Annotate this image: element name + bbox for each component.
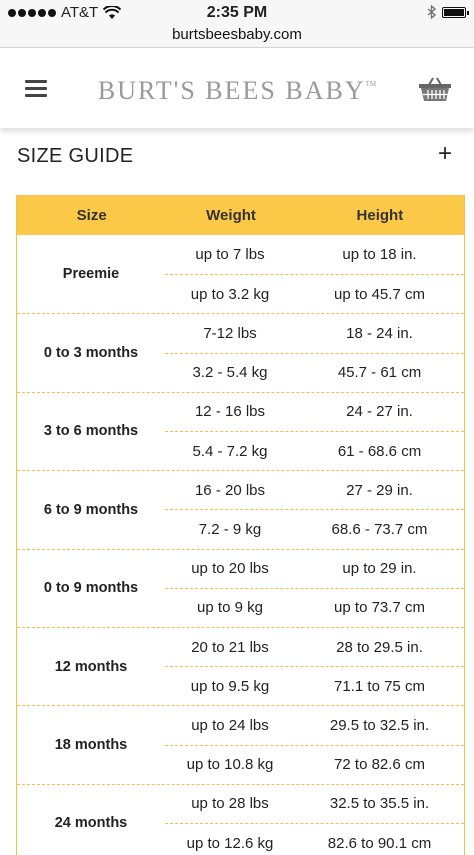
- carrier-label: AT&T: [61, 4, 99, 21]
- height-cell: 68.6 - 73.7 cm: [331, 520, 428, 538]
- table-row: 12 - 16 lbs 24 - 27 in.: [165, 393, 464, 431]
- height-cell: 61 - 68.6 cm: [337, 442, 422, 460]
- site-header: BURT'S BEES BABYTM: [0, 48, 474, 128]
- size-measurements: 7-12 lbs 18 - 24 in. 3.2 - 5.4 kg 45.7 - 61…: [165, 314, 464, 391]
- table-row: up to 28 lbs 32.5 to 35.5 in.: [165, 785, 464, 823]
- header-weight: Weight: [206, 207, 256, 224]
- weight-cell: up to 28 lbs: [191, 795, 269, 813]
- height-cell: 82.6 to 90.1 cm: [327, 834, 432, 852]
- wifi-icon: [103, 5, 122, 19]
- basket-icon[interactable]: [418, 76, 452, 102]
- table-header: Size Weight Height: [17, 196, 464, 235]
- weight-cell: 7-12 lbs: [203, 324, 257, 342]
- weight-cell: up to 3.2 kg: [190, 285, 270, 303]
- weight-cell: up to 7 lbs: [195, 245, 265, 263]
- table-row-group: 0 to 9 months up to 20 lbs up to 29 in. up …: [17, 548, 464, 627]
- table-row-group: 3 to 6 months 12 - 16 lbs 24 - 27 in. 5.4 -…: [17, 391, 464, 470]
- size-guide-table: Size Weight Height Preemie up to 7 lbs up …: [16, 195, 465, 855]
- size-label: 12 months: [54, 658, 128, 675]
- table-row: up to 10.8 kg 72 to 82.6 cm: [165, 744, 464, 784]
- height-cell: 32.5 to 35.5 in.: [329, 795, 430, 813]
- weight-cell: up to 10.8 kg: [186, 756, 274, 774]
- weight-cell: up to 12.6 kg: [186, 834, 274, 852]
- table-row-group: 0 to 3 months 7-12 lbs 18 - 24 in. 3.2 - 5.…: [17, 313, 464, 391]
- weight-cell: up to 24 lbs: [191, 716, 269, 734]
- header-height: Height: [356, 207, 404, 224]
- table-row: up to 9 kg up to 73.7 cm: [165, 587, 464, 627]
- hamburger-icon[interactable]: [25, 80, 47, 98]
- size-label: 0 to 9 months: [43, 580, 139, 597]
- table-row: up to 20 lbs up to 29 in.: [165, 550, 464, 588]
- table-row: 16 - 20 lbs 27 - 29 in.: [165, 471, 464, 509]
- size-measurements: up to 28 lbs 32.5 to 35.5 in. up to 12.6 k…: [165, 785, 464, 855]
- table-row: up to 7 lbs up to 18 in.: [165, 235, 464, 274]
- table-row-group: 24 months up to 28 lbs 32.5 to 35.5 in. up …: [17, 783, 464, 855]
- table-row-group: 12 months 20 to 21 lbs 28 to 29.5 in. up to…: [17, 626, 464, 705]
- table-row: 5.4 - 7.2 kg 61 - 68.6 cm: [165, 430, 464, 470]
- weight-cell: up to 9.5 kg: [190, 677, 270, 695]
- table-row: up to 12.6 kg 82.6 to 90.1 cm: [165, 822, 464, 855]
- logo-text: BURT'S BEES BABY: [97, 76, 366, 105]
- size-label: 6 to 9 months: [43, 501, 139, 518]
- table-body: Preemie up to 7 lbs up to 18 in. up to 3.2 …: [17, 235, 464, 855]
- weight-cell: up to 9 kg: [197, 599, 263, 617]
- size-guide-title: SIZE GUIDE: [17, 145, 134, 167]
- height-cell: up to 73.7 cm: [334, 599, 425, 617]
- clock: 2:35 PM: [206, 4, 268, 21]
- size-measurements: up to 24 lbs 29.5 to 32.5 in. up to 10.8 k…: [165, 706, 464, 783]
- size-label: Preemie: [62, 266, 120, 283]
- size-measurements: up to 20 lbs up to 29 in. up to 9 kg up to …: [165, 550, 464, 627]
- table-row-group: 18 months up to 24 lbs 29.5 to 32.5 in. up …: [17, 705, 464, 783]
- table-row: up to 24 lbs 29.5 to 32.5 in.: [165, 706, 464, 744]
- carrier-status: AT&T: [8, 4, 122, 21]
- height-cell: 72 to 82.6 cm: [334, 756, 425, 774]
- height-cell: up to 29 in.: [342, 560, 417, 578]
- size-label: 18 months: [54, 737, 128, 754]
- height-cell: 27 - 29 in.: [346, 481, 413, 499]
- table-row: 7-12 lbs 18 - 24 in.: [165, 314, 464, 352]
- size-measurements: up to 7 lbs up to 18 in. up to 3.2 kg up to…: [165, 235, 464, 313]
- size-measurements: 20 to 21 lbs 28 to 29.5 in. up to 9.5 kg 71…: [165, 628, 464, 705]
- expand-plus-icon[interactable]: +: [437, 140, 452, 167]
- height-cell: up to 45.7 cm: [334, 285, 425, 303]
- site-logo[interactable]: BURT'S BEES BABYTM: [0, 76, 474, 106]
- table-row: up to 3.2 kg up to 45.7 cm: [165, 273, 464, 314]
- height-cell: 71.1 to 75 cm: [334, 677, 425, 695]
- table-row: up to 9.5 kg 71.1 to 75 cm: [165, 666, 464, 705]
- table-row: 20 to 21 lbs 28 to 29.5 in.: [165, 628, 464, 666]
- bluetooth-icon: [427, 5, 436, 19]
- weight-cell: 7.2 - 9 kg: [198, 520, 262, 538]
- size-label: 0 to 3 months: [43, 345, 139, 362]
- size-label: 24 months: [54, 815, 128, 832]
- table-row-group: 6 to 9 months 16 - 20 lbs 27 - 29 in. 7.2 -…: [17, 470, 464, 548]
- system-status: [427, 5, 469, 19]
- weight-cell: 20 to 21 lbs: [191, 638, 269, 656]
- battery-icon: [442, 6, 469, 18]
- table-row: 3.2 - 5.4 kg 45.7 - 61 cm: [165, 352, 464, 392]
- table-row: 7.2 - 9 kg 68.6 - 73.7 cm: [165, 509, 464, 548]
- table-row-group: Preemie up to 7 lbs up to 18 in. up to 3.2 …: [17, 235, 464, 313]
- size-measurements: 12 - 16 lbs 24 - 27 in. 5.4 - 7.2 kg 61 - 6…: [165, 393, 464, 470]
- height-cell: 29.5 to 32.5 in.: [329, 716, 430, 734]
- height-cell: 45.7 - 61 cm: [337, 364, 422, 382]
- signal-icon: [8, 8, 56, 17]
- trademark: TM: [365, 80, 377, 88]
- weight-cell: up to 20 lbs: [191, 560, 269, 578]
- height-cell: 28 to 29.5 in.: [336, 638, 423, 656]
- weight-cell: 5.4 - 7.2 kg: [192, 442, 268, 460]
- height-cell: 24 - 27 in.: [346, 403, 413, 421]
- size-label: 3 to 6 months: [43, 423, 139, 440]
- weight-cell: 16 - 20 lbs: [194, 481, 266, 499]
- height-cell: up to 18 in.: [342, 245, 417, 263]
- weight-cell: 3.2 - 5.4 kg: [192, 364, 268, 382]
- size-measurements: 16 - 20 lbs 27 - 29 in. 7.2 - 9 kg 68.6 - 7…: [165, 471, 464, 548]
- status-bar: AT&T 2:35 PM: [0, 0, 474, 26]
- height-cell: 18 - 24 in.: [346, 324, 413, 342]
- weight-cell: 12 - 16 lbs: [194, 403, 266, 421]
- header-size: Size: [76, 207, 107, 224]
- url-bar[interactable]: burtsbeesbaby.com: [0, 26, 474, 48]
